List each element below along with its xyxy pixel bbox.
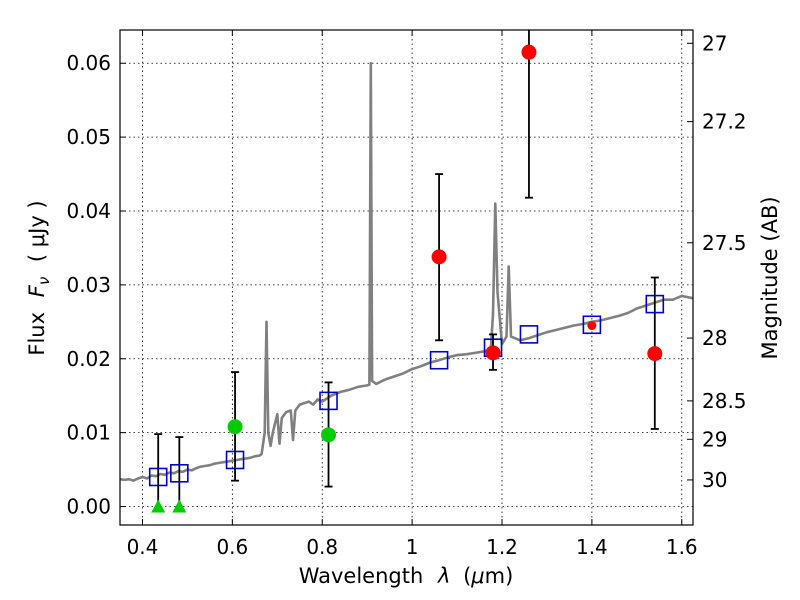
grid-lines [120,30,693,525]
mag-tick-label: 27.5 [702,231,747,255]
x-tick-label: 1.4 [576,535,608,559]
y-tick-label: 0.04 [66,199,111,223]
observed-circle-marker [647,346,663,362]
model-square-marker [319,391,338,411]
mag-tick-label: 27 [702,31,727,55]
upper-limit-marker [172,499,187,513]
x-tick-label: 0.6 [216,535,248,559]
upper-limit-marker [151,499,166,513]
observed-circle-marker [431,249,447,265]
y-tick-label: 0.05 [66,125,111,149]
y-tick-label: 0.02 [66,347,111,371]
x-tick-label: 1 [406,535,419,559]
observed-circle-marker [227,419,243,435]
y2-axis-label: Magnitude (AB) [758,196,782,359]
y-tick-label: 0.01 [66,421,111,445]
x-tick-label: 0.8 [306,535,338,559]
mag-tick-label: 27.2 [702,110,747,134]
spectrum-line [120,61,693,482]
mag-tick-label: 28 [702,326,727,350]
plot-area [120,30,693,513]
mag-tick-label: 29 [702,427,727,451]
model-square-marker [645,294,665,314]
observed-circle-marker [321,427,337,443]
observed-circle-marker [521,44,537,60]
x-tick-label: 1.6 [666,535,698,559]
mag-tick-label: 30 [702,468,727,492]
model-square-marker [582,315,602,335]
observed-circle-marker [587,321,597,331]
axis-ticks: 0.4 0.6 0.8 1 1.2 1.4 1.6 0.00 0.01 0.02 0.03 0.04 0… [66,30,747,559]
model-square-marker [519,325,539,344]
model-square-marker [429,350,449,370]
mag-tick-label: 28.5 [702,389,747,413]
x-axis-label: Wavelength λ (μm) [299,564,514,588]
y-tick-label: 0.06 [66,51,111,75]
model-square-marker [148,467,168,487]
axes-frame [119,29,694,526]
y-axis-label: Flux Fν ( μJy ) [25,200,54,355]
model-square-marker [170,463,189,483]
y-tick-label: 0.03 [66,273,111,297]
model-square-marker [225,450,245,470]
x-tick-label: 0.4 [127,535,159,559]
observed-circle-marker [485,345,501,361]
x-tick-label: 1.2 [486,535,518,559]
y-tick-label: 0.00 [66,495,111,519]
